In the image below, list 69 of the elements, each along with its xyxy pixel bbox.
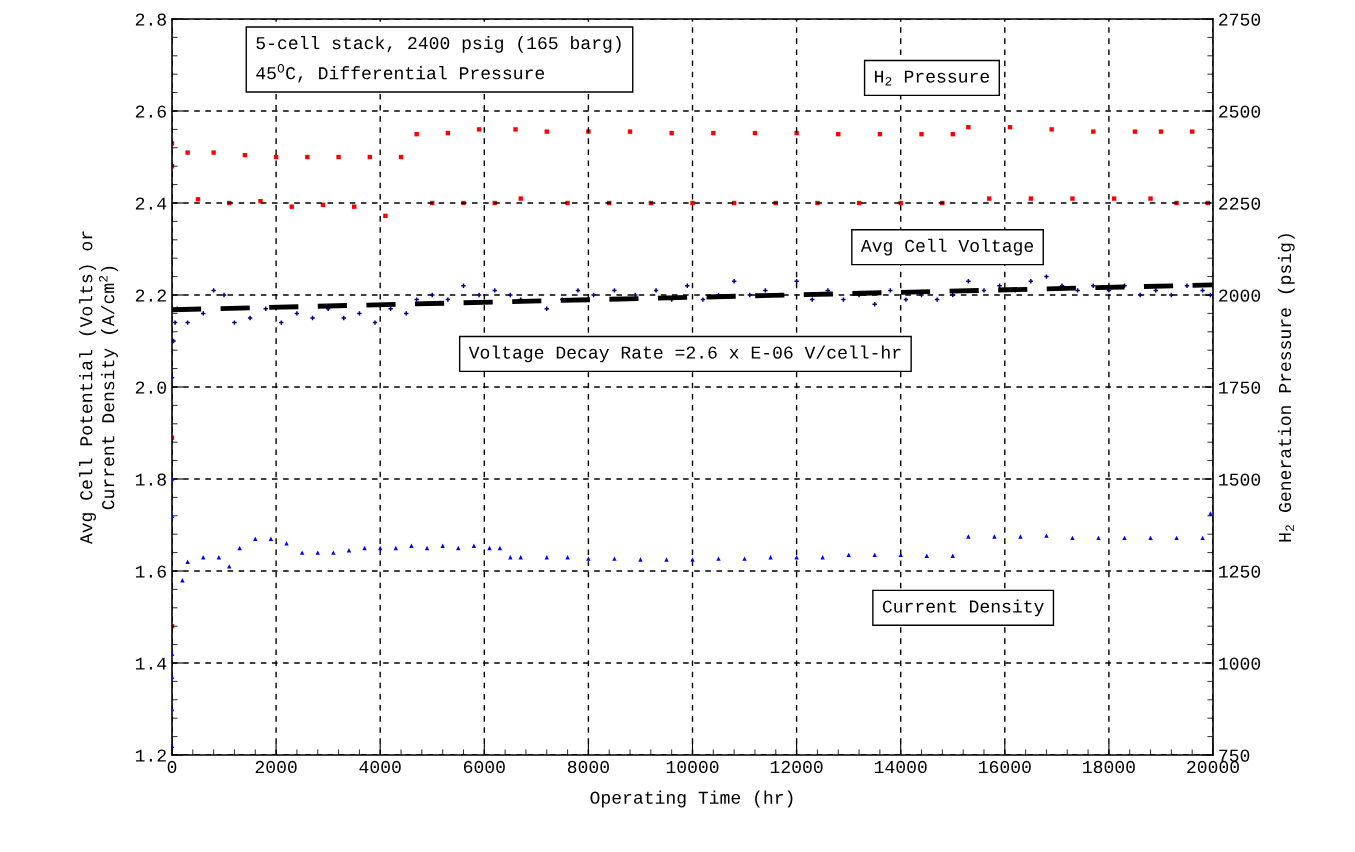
point	[315, 550, 320, 555]
point	[966, 534, 971, 539]
x-tick-label: 6000	[463, 760, 505, 774]
y-tick-label: 2.4	[135, 197, 167, 210]
point	[378, 545, 383, 551]
point	[253, 536, 258, 541]
point	[742, 556, 747, 561]
point	[638, 557, 643, 562]
x-tick-label: 20000	[1187, 760, 1239, 774]
y2-tick-label: 2000	[1219, 289, 1261, 302]
point	[690, 557, 695, 562]
text: Current Density	[882, 599, 1044, 617]
x-tick-label: 8000	[567, 760, 609, 774]
point	[950, 553, 955, 559]
point	[299, 550, 305, 555]
y2-tick-label: 1000	[1219, 657, 1261, 670]
point	[716, 556, 721, 561]
point	[1044, 533, 1049, 538]
point	[612, 556, 617, 561]
x-tick-label: 10000	[666, 760, 719, 774]
point	[664, 557, 669, 562]
y2-tick-label: 2750	[1219, 13, 1261, 26]
y-axis-title: Avg Cell Potential (Volts) or Current Density (A/cm$^{2}$)	[79, 231, 118, 545]
y2-tick-label: 1250	[1219, 565, 1261, 578]
point	[237, 545, 242, 551]
x-tick-label: 14000	[874, 760, 927, 774]
point	[331, 550, 336, 555]
point	[1208, 511, 1213, 516]
y-tick-label: 2.2	[135, 289, 166, 302]
y-tick-label: 1.4	[135, 657, 167, 670]
text: H$_{2}$ Pressure	[875, 70, 989, 86]
point	[185, 559, 190, 564]
y-tick-label: 1.6	[135, 565, 166, 578]
x-tick-label: 2000	[255, 760, 297, 774]
y2-tick-label: 1500	[1219, 473, 1261, 486]
x-tick-label: 16000	[979, 760, 1031, 774]
y2-axis-title: H$_{2}$ Generation Pressure (psig)	[1277, 234, 1295, 542]
series-label: Avg Cell Voltage	[860, 238, 1034, 256]
annotation: Voltage Decay Rate =2.6 x E-06 V/cell-hr	[468, 345, 901, 363]
y2-tick-label: 2500	[1219, 105, 1261, 118]
y2-tick-label: 2250	[1219, 197, 1261, 210]
point	[393, 545, 399, 551]
point	[284, 541, 289, 546]
annotation: 5-cell stack, 2400 psig (165 barg) 45$^{O}$C, Differential Pressure	[256, 35, 621, 83]
point	[409, 543, 414, 548]
y-tick-label: 2.8	[135, 13, 166, 26]
point	[898, 552, 903, 558]
x-tick-label: 4000	[359, 760, 401, 774]
point	[846, 552, 851, 558]
point	[992, 534, 997, 539]
point	[924, 553, 929, 559]
y-tick-label: 1.2	[135, 749, 166, 762]
y-tick-label: 1.8	[135, 473, 166, 486]
x-tick-label: 0	[167, 760, 177, 774]
y2-tick-label: 1750	[1219, 381, 1261, 394]
point	[227, 564, 232, 569]
y-tick-label: 2.6	[135, 105, 166, 118]
x-tick-label: 18000	[1083, 760, 1135, 774]
x-axis-title: Operating Time (hr)	[590, 790, 793, 808]
y2-tick-label: 750	[1219, 749, 1250, 762]
point	[268, 536, 274, 541]
point	[456, 545, 461, 551]
point	[440, 543, 445, 548]
point	[872, 552, 877, 558]
y-tick-label: 2.0	[135, 381, 167, 394]
point	[586, 556, 591, 561]
x-tick-label: 12000	[770, 760, 823, 774]
point	[1018, 534, 1023, 539]
point	[471, 543, 477, 548]
